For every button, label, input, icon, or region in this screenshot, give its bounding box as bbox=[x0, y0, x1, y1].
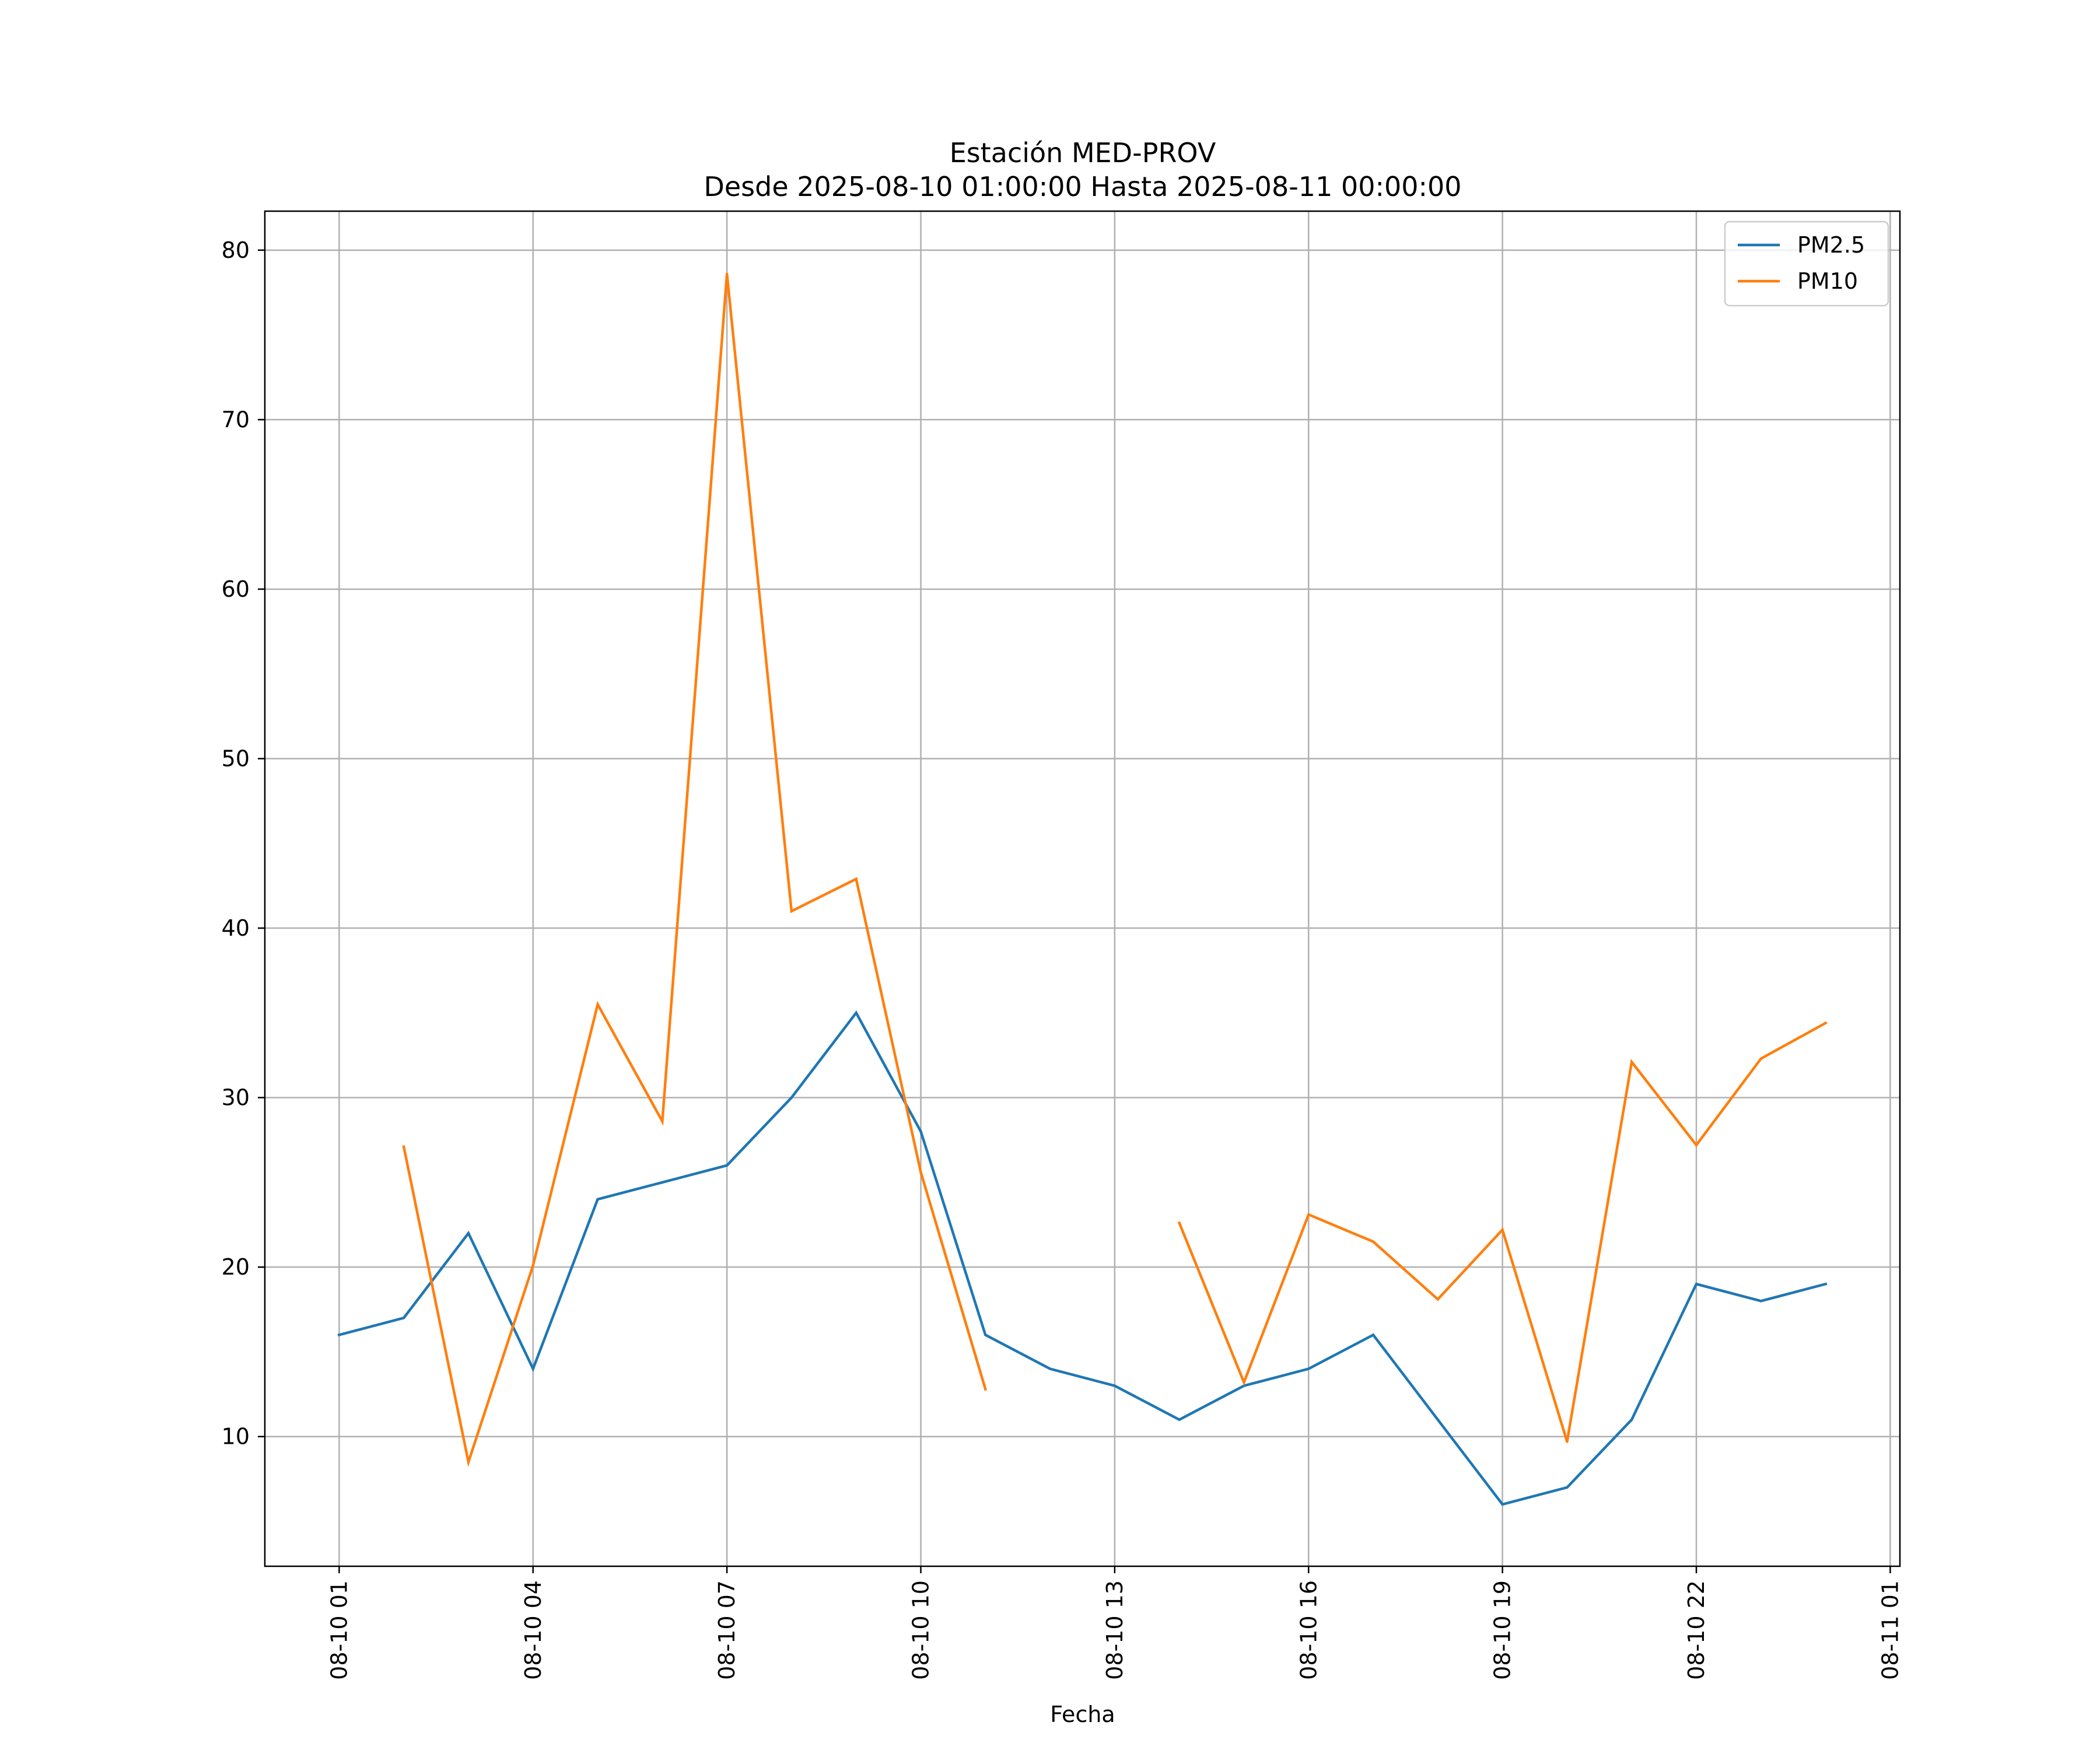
data-point-pm10 bbox=[1436, 1298, 1440, 1301]
data-point-pm25 bbox=[984, 1334, 987, 1336]
x-tick-label: 08-10 19 bbox=[1490, 1580, 1516, 1680]
x-tick-label: 08-10 10 bbox=[908, 1580, 934, 1680]
data-point-pm25 bbox=[1436, 1418, 1440, 1421]
axis-ticks: 08-10 01 08-10 04 08-10 07 08-10 10 08-10 13… bbox=[222, 237, 1903, 1680]
data-point-pm25 bbox=[1178, 1418, 1181, 1421]
y-tick-label: 70 bbox=[222, 407, 250, 432]
data-point-pm10 bbox=[984, 1388, 987, 1391]
x-tick-label: 08-10 22 bbox=[1684, 1580, 1709, 1680]
data-point-pm10 bbox=[1630, 1060, 1633, 1063]
data-point-pm10 bbox=[402, 1145, 405, 1149]
data-point-pm25 bbox=[725, 1164, 729, 1167]
data-point-pm25 bbox=[596, 1198, 599, 1201]
data-point-pm10 bbox=[919, 1171, 922, 1174]
data-point-pm10 bbox=[467, 1461, 470, 1464]
data-point-pm10 bbox=[531, 1264, 534, 1267]
data-point-pm25 bbox=[661, 1181, 664, 1184]
data-point-pm25 bbox=[1048, 1367, 1052, 1370]
data-point-pm10 bbox=[1695, 1143, 1698, 1147]
data-point-pm10 bbox=[1566, 1440, 1569, 1443]
series-line-pm25 bbox=[337, 1010, 1828, 1506]
data-point-pm10 bbox=[725, 272, 729, 275]
y-tick-label: 80 bbox=[222, 237, 250, 263]
x-tick-label: 08-10 07 bbox=[714, 1580, 740, 1680]
data-point-pm25 bbox=[919, 1130, 922, 1133]
chart-title: Estación MED-PROV bbox=[950, 137, 1216, 169]
x-tick-label: 08-10 01 bbox=[326, 1580, 352, 1680]
data-point-pm25 bbox=[1695, 1283, 1698, 1286]
plot-frame bbox=[264, 210, 1901, 1567]
y-tick-label: 50 bbox=[222, 746, 250, 771]
data-point-pm25 bbox=[467, 1231, 470, 1235]
data-point-pm25 bbox=[855, 1012, 858, 1014]
data-point-pm10 bbox=[790, 909, 793, 913]
legend-label-pm25: PM2.5 bbox=[1797, 232, 1865, 258]
data-point-pm25 bbox=[1307, 1367, 1310, 1370]
data-point-pm25 bbox=[1824, 1283, 1827, 1286]
data-point-pm10 bbox=[855, 877, 858, 880]
data-point-pm10 bbox=[1307, 1213, 1310, 1216]
data-point-pm25 bbox=[338, 1334, 341, 1336]
y-tick-label: 10 bbox=[222, 1424, 250, 1450]
x-tick-label: 08-10 16 bbox=[1296, 1580, 1321, 1680]
x-tick-label: 08-10 13 bbox=[1102, 1580, 1128, 1680]
data-point-pm25 bbox=[790, 1096, 793, 1099]
legend-label-pm10: PM10 bbox=[1797, 268, 1858, 294]
data-point-pm25 bbox=[402, 1317, 405, 1320]
x-axis-label: Fecha bbox=[1050, 1702, 1115, 1727]
data-point-pm25 bbox=[1759, 1300, 1763, 1303]
data-point-pm25 bbox=[1371, 1334, 1375, 1336]
y-tick-label: 30 bbox=[222, 1085, 250, 1111]
data-point-pm10 bbox=[1178, 1222, 1181, 1224]
series-line-pm10 bbox=[402, 274, 988, 1468]
data-point-pm25 bbox=[1630, 1418, 1633, 1421]
data-point-pm10 bbox=[1371, 1240, 1375, 1243]
x-tick-label: 08-11 01 bbox=[1877, 1580, 1903, 1680]
y-tick-label: 20 bbox=[222, 1254, 250, 1280]
legend-box bbox=[1724, 220, 1889, 307]
data-point-pm25 bbox=[1113, 1384, 1116, 1387]
data-point-pm10 bbox=[1824, 1021, 1827, 1024]
data-point-pm25 bbox=[531, 1367, 534, 1370]
data-point-pm10 bbox=[1759, 1057, 1763, 1060]
data-point-pm10 bbox=[1242, 1381, 1245, 1384]
legend: PM2.5 PM10 bbox=[1724, 220, 1889, 307]
grid bbox=[265, 211, 1900, 1566]
data-point-pm25 bbox=[1501, 1503, 1504, 1506]
x-tick-label: 08-10 04 bbox=[520, 1580, 546, 1680]
data-point-pm25 bbox=[1566, 1486, 1569, 1489]
series-lines bbox=[337, 272, 1828, 1506]
data-point-pm10 bbox=[596, 1003, 599, 1006]
data-point-pm10 bbox=[1501, 1228, 1504, 1231]
y-tick-label: 40 bbox=[222, 915, 250, 941]
y-tick-label: 60 bbox=[222, 576, 250, 602]
chart-subtitle: Desde 2025-08-10 01:00:00 Hasta 2025-08-… bbox=[704, 171, 1461, 202]
data-point-pm10 bbox=[661, 1120, 664, 1123]
